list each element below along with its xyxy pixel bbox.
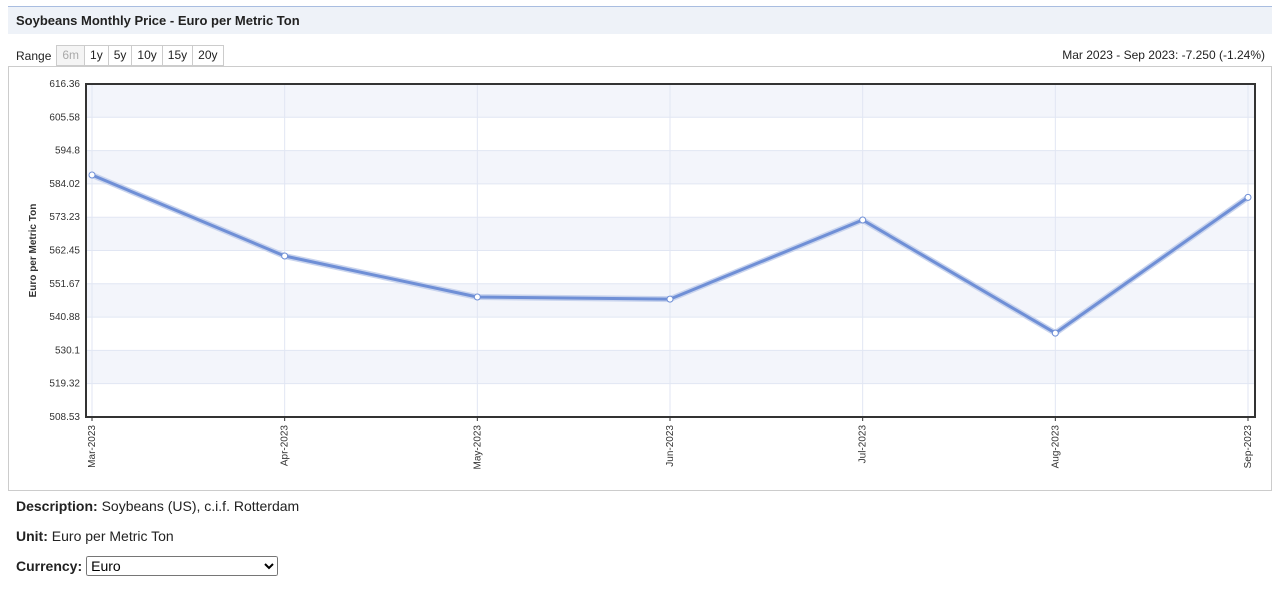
y-tick-label: 594.8 xyxy=(55,146,80,157)
range-selector: Range 6m 1y 5y 10y 15y 20y xyxy=(16,45,224,66)
chart: 508.53 519.32 530.1 540.88 551.67 562.45 573.2… xyxy=(28,79,1256,470)
range-summary: Mar 2023 - Sep 2023: -7.250 (-1.24%) xyxy=(1062,48,1265,62)
y-tick-label: 605.58 xyxy=(49,112,80,123)
range-button[interactable]: 6m xyxy=(56,45,86,66)
y-tick-label: 519.32 xyxy=(49,379,80,390)
point xyxy=(1051,329,1059,337)
y-tick-label: 616.36 xyxy=(49,79,80,90)
y-tick-label: 562.45 xyxy=(49,245,80,256)
y-tick-label: 540.88 xyxy=(49,312,80,323)
currency-label: Currency: xyxy=(16,558,83,574)
point xyxy=(1244,193,1252,201)
chart-title: Soybeans Monthly Price - Euro per Metric… xyxy=(8,6,1272,34)
x-tick-label: Sep-2023 xyxy=(1243,425,1254,469)
range-button[interactable]: 20y xyxy=(192,45,224,66)
y-tick-label: 530.1 xyxy=(55,345,80,356)
y-axis-label: Euro per Metric Ton xyxy=(28,204,39,298)
unit-label: Unit: xyxy=(16,528,48,544)
currency-row: Currency: Euro xyxy=(16,556,279,576)
y-tick-label: 573.23 xyxy=(49,212,80,223)
range-label: Range xyxy=(16,48,52,63)
x-tick-label: May-2023 xyxy=(472,425,483,470)
currency-select[interactable]: Euro xyxy=(86,556,279,576)
y-tick-label: 584.02 xyxy=(49,179,80,190)
x-tick-label: Jun-2023 xyxy=(665,425,676,467)
point xyxy=(859,216,867,224)
y-tick-label: 508.53 xyxy=(49,412,80,423)
plot-border xyxy=(85,83,1256,418)
chart-frame xyxy=(8,66,1272,491)
unit: Euro per Metric Ton xyxy=(51,528,174,544)
description-label: Description: xyxy=(16,498,98,514)
unit-row: Unit: Euro per Metric Ton xyxy=(16,528,174,544)
description-row: Description: Soybeans (US), c.i.f. Rotte… xyxy=(16,498,299,514)
x-tick-label: Apr-2023 xyxy=(280,425,291,467)
point xyxy=(666,295,674,303)
x-tick-label: Mar-2023 xyxy=(87,425,98,468)
description: Soybeans (US), c.i.f. Rotterdam xyxy=(101,498,300,514)
x-tick-label: Jul-2023 xyxy=(858,425,869,464)
point xyxy=(473,293,481,301)
point xyxy=(281,252,289,260)
y-tick-label: 551.67 xyxy=(49,279,80,290)
point xyxy=(88,171,96,179)
range-button[interactable]: 15y xyxy=(161,45,194,66)
x-tick-label: Aug-2023 xyxy=(1050,425,1061,469)
